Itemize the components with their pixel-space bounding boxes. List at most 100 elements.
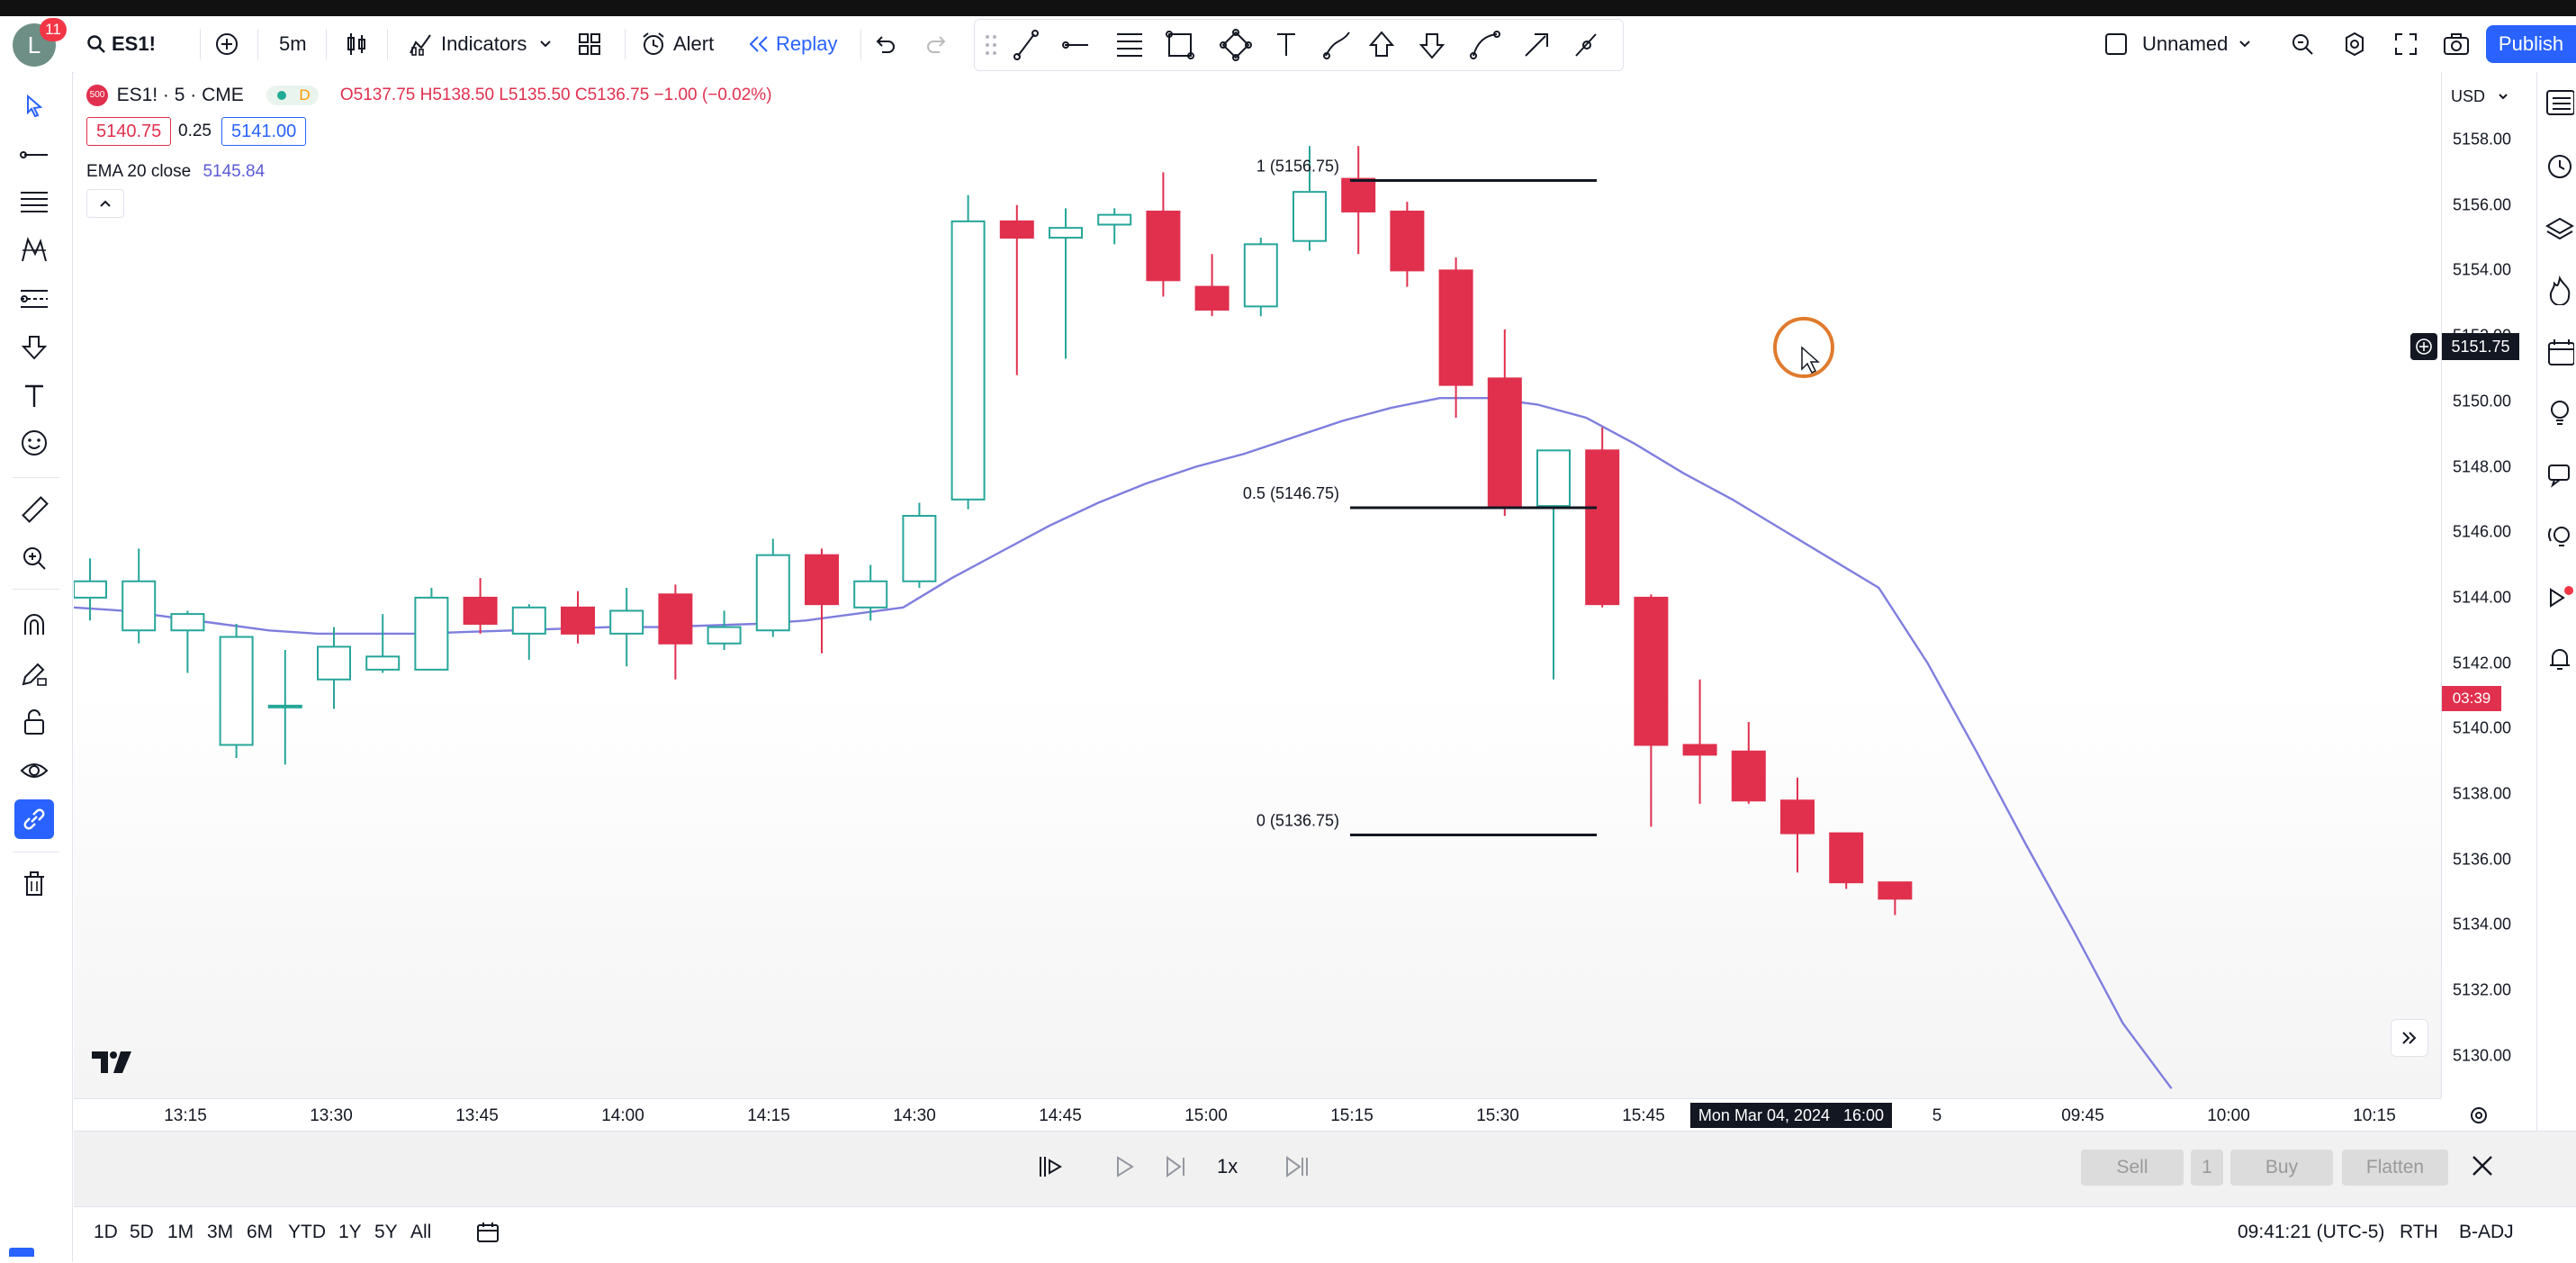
text-tool-icon[interactable] (1277, 33, 1295, 56)
alert-button[interactable]: Alert (641, 16, 714, 72)
price-scale[interactable]: USD 5158.005156.005154.005152.005150.005… (2441, 72, 2537, 1098)
candle[interactable] (1390, 202, 1425, 287)
close-replay-button[interactable] (2468, 1151, 2497, 1185)
candle[interactable] (1536, 449, 1571, 680)
candle[interactable] (950, 194, 986, 510)
icon-tool[interactable] (14, 423, 54, 463)
quick-search-button[interactable] (2290, 16, 2315, 72)
candlestick-chart[interactable]: 1 (5156.75) 0.5 (5146.75) 0 (5136.75) (74, 72, 2441, 1098)
candle[interactable] (170, 610, 205, 673)
symbol-legend[interactable]: 500 ES1! · 5 · CME D O5137.75 H5138.50 L… (86, 85, 772, 106)
horizontal-ray-icon[interactable] (1062, 41, 1088, 49)
market-status-pill[interactable]: D (266, 86, 320, 105)
forward-step-button[interactable] (1163, 1153, 1188, 1185)
candle[interactable] (1585, 427, 1620, 608)
candle[interactable] (805, 548, 839, 654)
candle[interactable] (1243, 238, 1278, 317)
sell-price-box[interactable]: 5140.75 (86, 117, 172, 146)
candle[interactable] (365, 614, 401, 673)
candle[interactable] (414, 587, 449, 671)
interval-button[interactable]: 5m (279, 16, 307, 72)
ema-legend[interactable]: EMA 20 close 5145.84 (86, 162, 265, 182)
time-axis-settings-button[interactable] (2468, 1105, 2490, 1131)
fib-retracement-icon[interactable] (1117, 33, 1142, 57)
replay-trading-button[interactable] (2541, 580, 2576, 616)
candle[interactable] (219, 623, 254, 759)
arrow-marker-tool[interactable] (14, 328, 54, 367)
zoom-in-tool[interactable] (14, 538, 54, 578)
pattern-tool[interactable] (14, 230, 54, 270)
candle[interactable] (74, 558, 107, 621)
clock-timezone-button[interactable]: 09:41:21 (UTC-5) (2238, 1222, 2385, 1242)
rectangle-icon[interactable] (1166, 31, 1194, 59)
tips-button[interactable] (2541, 519, 2576, 555)
candle[interactable] (755, 538, 790, 637)
remove-drawings-button[interactable] (14, 864, 54, 904)
candle[interactable] (1682, 679, 1717, 804)
publish-button[interactable]: Publish (2486, 25, 2576, 63)
candle[interactable] (463, 578, 498, 634)
drag-handle-icon[interactable] (986, 35, 996, 55)
candle[interactable] (1780, 777, 1815, 873)
undo-button[interactable] (873, 16, 896, 72)
date-range-button[interactable] (475, 1207, 500, 1258)
sell-button[interactable]: Sell (2081, 1150, 2184, 1186)
scroll-up-tab[interactable] (9, 1248, 34, 1257)
candle[interactable] (1731, 722, 1766, 804)
prediction-tool[interactable] (14, 279, 54, 319)
watchlist-button[interactable] (2541, 85, 2576, 121)
jump-to-realtime-button[interactable] (1283, 1153, 1311, 1185)
hotlists-button[interactable] (2541, 272, 2576, 308)
buy-button[interactable]: Buy (2230, 1150, 2333, 1186)
arrow-tool-icon[interactable] (1525, 33, 1548, 57)
indicators-button[interactable]: Indicators (409, 16, 552, 72)
calendar-button[interactable] (2541, 333, 2576, 369)
settings-button[interactable] (2342, 16, 2367, 72)
curve-tool-icon[interactable] (1470, 31, 1500, 59)
candle[interactable] (317, 627, 351, 709)
polyline-icon[interactable] (1220, 29, 1252, 61)
candle[interactable] (1194, 254, 1229, 317)
arrow-down-icon[interactable] (1419, 33, 1446, 59)
candle[interactable] (511, 604, 546, 660)
measure-tool[interactable] (14, 490, 54, 529)
compare-symbol-button[interactable] (214, 16, 239, 72)
snapshot-button[interactable] (2443, 16, 2470, 72)
range-button-5d[interactable]: 5D (130, 1222, 154, 1242)
candle[interactable] (902, 502, 937, 588)
candle[interactable] (707, 610, 742, 651)
candle[interactable] (267, 650, 302, 765)
candle[interactable] (1341, 146, 1376, 255)
tradingview-logo[interactable] (90, 1050, 133, 1079)
range-button-5y[interactable]: 5Y (374, 1222, 398, 1242)
chart-pane[interactable]: 1 (5156.75) 0.5 (5146.75) 0 (5136.75) 500 … (74, 72, 2441, 1098)
chart-type-button[interactable] (346, 16, 367, 72)
adjustment-button[interactable]: B-ADJ (2459, 1222, 2514, 1242)
magnet-mode-button[interactable] (14, 605, 54, 645)
range-button-1d[interactable]: 1D (94, 1222, 118, 1242)
measure-line-icon[interactable] (1575, 33, 1597, 57)
candle[interactable] (561, 591, 595, 644)
ideas-button[interactable] (2541, 394, 2576, 430)
candle[interactable] (1438, 257, 1473, 418)
sync-drawings-button[interactable] (14, 799, 54, 839)
session-button[interactable]: RTH (2400, 1222, 2438, 1242)
fullscreen-button[interactable] (2394, 16, 2418, 72)
range-button-ytd[interactable]: YTD (288, 1222, 326, 1242)
alerts-panel-button[interactable] (2541, 148, 2576, 184)
cursor-tool[interactable] (14, 86, 54, 126)
brush-icon[interactable] (1323, 32, 1350, 59)
replay-button[interactable]: Replay (747, 16, 837, 72)
collapse-legend-button[interactable] (86, 189, 124, 218)
hide-drawings-button[interactable] (14, 751, 54, 790)
chats-button[interactable] (2541, 457, 2576, 493)
buy-price-box[interactable]: 5141.00 (221, 117, 307, 146)
quantity-field[interactable]: 1 (2191, 1150, 2223, 1186)
flatten-button[interactable]: Flatten (2342, 1150, 2448, 1186)
lock-drawings-button[interactable] (14, 702, 54, 742)
trend-line-icon[interactable] (1013, 30, 1039, 60)
add-alert-plus-button[interactable] (2410, 333, 2437, 360)
trend-line-tool[interactable] (14, 135, 54, 175)
redo-button[interactable] (925, 16, 949, 72)
templates-button[interactable] (578, 16, 601, 72)
